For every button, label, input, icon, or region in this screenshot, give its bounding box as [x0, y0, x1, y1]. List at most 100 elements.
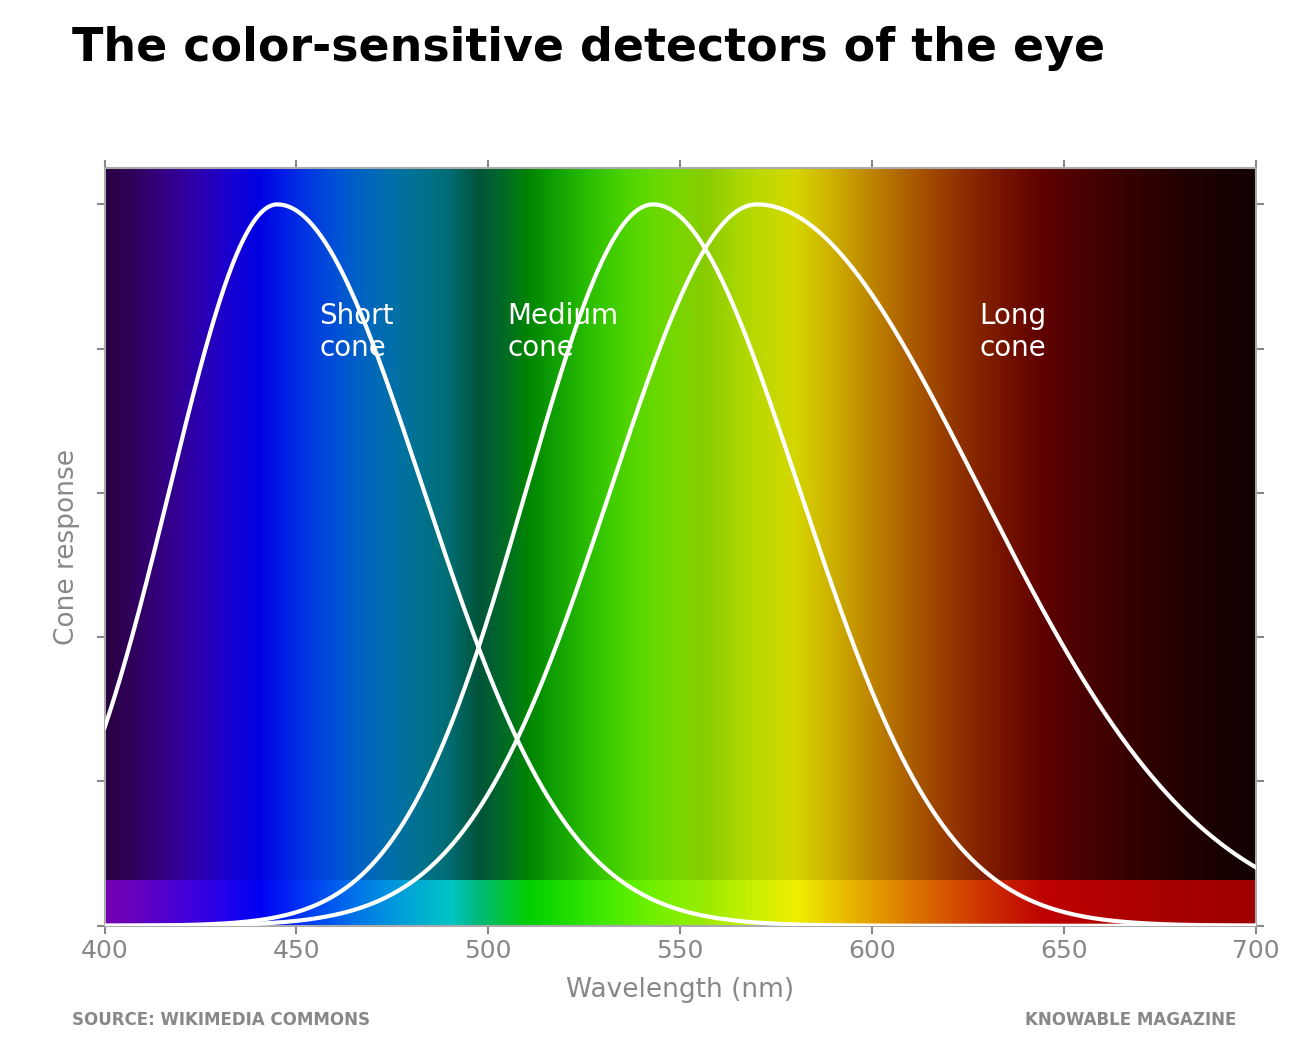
Bar: [162, 881, 165, 926]
Bar: [522, 881, 525, 926]
Bar: [441, 881, 443, 926]
Bar: [528, 881, 531, 926]
Bar: [285, 881, 286, 926]
Bar: [1122, 881, 1124, 926]
Bar: [480, 881, 483, 926]
Bar: [969, 881, 972, 926]
Bar: [1084, 881, 1087, 926]
Bar: [734, 881, 736, 926]
Bar: [997, 881, 999, 926]
Bar: [930, 881, 933, 926]
Bar: [684, 881, 685, 926]
Bar: [679, 881, 681, 926]
Bar: [234, 881, 237, 926]
Bar: [938, 881, 939, 926]
Bar: [344, 881, 347, 926]
Bar: [832, 881, 833, 926]
Bar: [217, 881, 220, 926]
Bar: [736, 881, 739, 926]
Bar: [1078, 881, 1080, 926]
Bar: [259, 881, 262, 926]
Bar: [824, 881, 827, 926]
Bar: [1099, 881, 1101, 926]
Bar: [476, 881, 479, 926]
Bar: [451, 881, 453, 926]
Bar: [787, 881, 790, 926]
Bar: [177, 881, 178, 926]
Bar: [730, 881, 732, 926]
Bar: [1074, 881, 1075, 926]
Bar: [549, 881, 552, 926]
Bar: [857, 881, 859, 926]
Bar: [836, 881, 838, 926]
Bar: [107, 881, 110, 926]
Bar: [1096, 881, 1099, 926]
Bar: [509, 881, 510, 926]
Bar: [123, 881, 126, 926]
Bar: [120, 881, 123, 926]
Bar: [739, 881, 742, 926]
Bar: [187, 881, 190, 926]
Bar: [364, 881, 365, 926]
Bar: [891, 881, 893, 926]
Bar: [587, 881, 589, 926]
Bar: [965, 881, 968, 926]
Bar: [763, 881, 764, 926]
Bar: [1154, 881, 1156, 926]
Bar: [811, 881, 812, 926]
Bar: [352, 881, 353, 926]
Bar: [132, 881, 135, 926]
Bar: [326, 881, 328, 926]
Bar: [582, 881, 585, 926]
Bar: [1105, 881, 1108, 926]
Bar: [119, 881, 120, 926]
Bar: [578, 881, 579, 926]
Bar: [1219, 881, 1222, 926]
Bar: [473, 881, 476, 926]
Bar: [492, 881, 494, 926]
Bar: [848, 881, 850, 926]
Bar: [519, 881, 522, 926]
Bar: [250, 881, 252, 926]
Bar: [229, 881, 232, 926]
Bar: [204, 881, 207, 926]
Bar: [607, 881, 610, 926]
Bar: [198, 881, 199, 926]
Bar: [559, 881, 561, 926]
Bar: [1117, 881, 1120, 926]
Bar: [256, 881, 259, 926]
Bar: [437, 881, 439, 926]
Bar: [1053, 881, 1056, 926]
Bar: [443, 881, 446, 926]
Bar: [615, 881, 617, 926]
Bar: [872, 881, 875, 926]
Bar: [854, 881, 857, 926]
Bar: [705, 881, 706, 926]
Bar: [1023, 881, 1025, 926]
Bar: [769, 881, 772, 926]
Bar: [863, 881, 866, 926]
Bar: [1182, 881, 1184, 926]
Bar: [725, 881, 727, 926]
Bar: [222, 881, 225, 926]
Bar: [893, 881, 896, 926]
Bar: [1205, 881, 1207, 926]
Bar: [129, 881, 132, 926]
Bar: [158, 881, 160, 926]
Bar: [1250, 881, 1253, 926]
Bar: [264, 881, 266, 926]
Bar: [794, 881, 797, 926]
Bar: [432, 881, 434, 926]
Bar: [612, 881, 615, 926]
Bar: [790, 881, 793, 926]
Text: SOURCE: WIKIMEDIA COMMONS: SOURCE: WIKIMEDIA COMMONS: [72, 1011, 370, 1029]
Y-axis label: Cone response: Cone response: [54, 449, 80, 645]
Bar: [1186, 881, 1189, 926]
Bar: [667, 881, 670, 926]
Bar: [213, 881, 216, 926]
Bar: [995, 881, 997, 926]
Bar: [700, 881, 702, 926]
Bar: [691, 881, 693, 926]
Bar: [803, 881, 806, 926]
Bar: [778, 881, 781, 926]
